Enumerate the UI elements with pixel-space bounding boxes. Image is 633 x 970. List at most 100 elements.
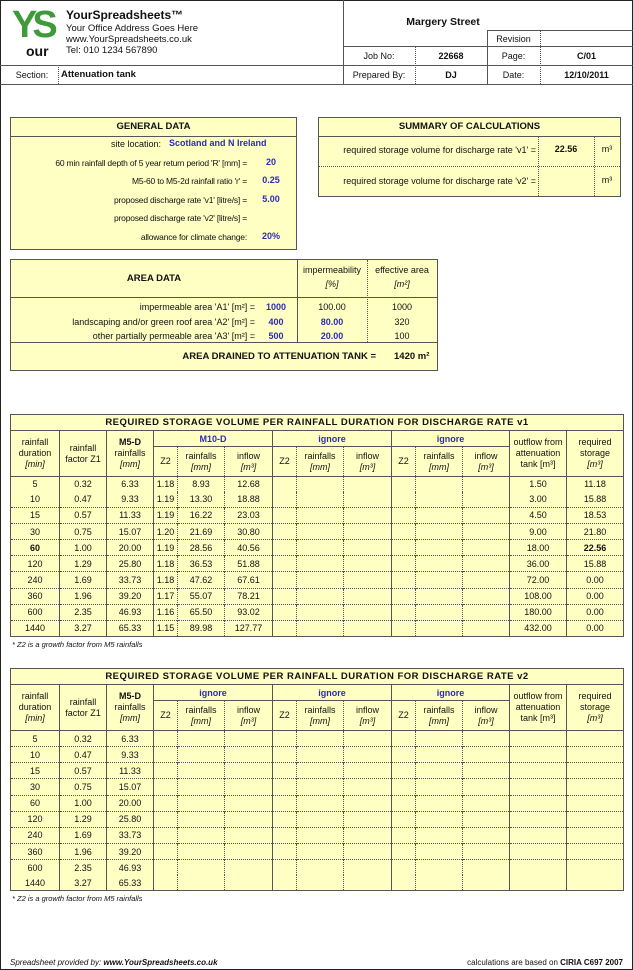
table-cell xyxy=(415,778,463,796)
header-text: outflow from xyxy=(513,691,563,701)
table-row: 5 0.32 6.33 1.18 8.93 12.68 1.50 11.18 xyxy=(11,476,624,492)
general-value[interactable]: 0.25 xyxy=(262,175,280,185)
section-value[interactable]: Attenuation tank xyxy=(61,69,136,80)
table-cell: 120 xyxy=(10,555,60,572)
table-cell xyxy=(272,810,297,828)
table-cell: 22.56 xyxy=(565,539,624,556)
table-cell xyxy=(462,778,510,796)
general-value[interactable]: 5.00 xyxy=(262,193,280,204)
table-cell: 0.57 xyxy=(59,506,107,524)
table-cell: 12.68 xyxy=(224,476,273,492)
area-value[interactable]: 400 xyxy=(268,316,284,327)
table-cell: 51.88 xyxy=(224,555,273,572)
header-text: [mm] xyxy=(310,461,330,472)
table-cell xyxy=(296,730,344,747)
table-cell: 15 xyxy=(10,506,60,524)
general-value[interactable]: Scotland and N Ireland xyxy=(169,138,267,148)
table-cell xyxy=(272,522,297,540)
header-text: rainfalls xyxy=(185,704,217,715)
table-cell: 1440 xyxy=(24,877,46,888)
date-value[interactable]: 12/10/2011 xyxy=(564,70,609,80)
table-cell xyxy=(415,810,463,828)
table-cell: 67.61 xyxy=(224,571,273,589)
table-cell: 11.33 xyxy=(106,506,154,524)
area-value[interactable]: 1000 xyxy=(265,302,287,312)
table-cell xyxy=(415,619,463,637)
divider xyxy=(540,30,541,84)
table-cell xyxy=(415,859,463,876)
table-cell: 1.17 xyxy=(153,587,178,605)
company-address: Your Office Address Goes Here xyxy=(66,23,199,34)
table-cell xyxy=(153,730,178,747)
table-cell: 0.75 xyxy=(59,522,107,540)
table-row: 240 1.69 33.73 xyxy=(10,826,624,844)
table-cell xyxy=(462,794,510,812)
table-cell xyxy=(462,555,510,572)
table-row: 1440 3.27 65.33 xyxy=(11,875,624,891)
prepared-by-value[interactable]: DJ xyxy=(445,70,457,80)
table-cell xyxy=(415,476,463,492)
general-label: M5-60 to M5-2d rainfall ratio 'r' = xyxy=(131,176,247,186)
outflow-header: outflow from attenuation tank [m³] xyxy=(509,430,567,477)
sub-header-row: Z2 rainfalls [mm] inflow [m³] Z2 rainfalls [mm]… xyxy=(11,700,624,731)
table-cell xyxy=(391,810,416,828)
group-header: M10-D xyxy=(153,430,273,447)
table-cell xyxy=(343,587,392,605)
table-cell xyxy=(177,826,225,844)
general-value[interactable]: 20% xyxy=(261,230,280,241)
page-value[interactable]: C/01 xyxy=(576,51,596,61)
table-cell xyxy=(509,778,567,796)
table-cell xyxy=(462,571,510,589)
table-cell: 1.19 xyxy=(153,539,178,556)
general-value[interactable]: 20 xyxy=(265,156,276,167)
footer-provided-label: Spreadsheet provided by: xyxy=(10,958,102,967)
table-cell: 60 xyxy=(10,794,60,812)
table-cell xyxy=(462,762,510,779)
company-website[interactable]: www.YourSpreadsheets.co.uk xyxy=(66,34,192,45)
table-cell xyxy=(509,810,567,828)
job-no-value[interactable]: 22668 xyxy=(438,51,464,61)
table-cell: 46.93 xyxy=(106,603,154,621)
storage-header: required storage [m³] xyxy=(565,430,624,477)
table-row: 10 0.47 9.33 xyxy=(10,746,624,763)
table-cell: 15.88 xyxy=(565,555,624,572)
table-cell: 36.00 xyxy=(509,555,567,572)
table-cell xyxy=(391,506,416,524)
area-value[interactable]: 500 xyxy=(268,331,284,341)
table-cell xyxy=(343,730,392,747)
table-cell xyxy=(565,859,624,876)
table-cell xyxy=(153,746,178,763)
outflow-header: outflow from attenuation tank [m³] xyxy=(509,684,567,731)
table-cell: 21.80 xyxy=(565,522,624,540)
table-cell: 0.47 xyxy=(59,491,107,508)
table-cell: 9.33 xyxy=(106,491,154,508)
table-cell xyxy=(177,762,225,779)
header-text: inflow xyxy=(355,450,379,461)
table-cell xyxy=(565,810,624,828)
table-cell xyxy=(343,826,392,844)
table-cell xyxy=(391,778,416,796)
table-cell: 36.53 xyxy=(177,555,225,572)
table-cell xyxy=(343,794,392,812)
table-cell: 3.00 xyxy=(509,491,567,508)
table-cell xyxy=(224,778,273,796)
table-cell xyxy=(462,619,510,637)
table-cell: 11.18 xyxy=(565,476,624,492)
header-text: rainfall xyxy=(21,691,49,701)
area-impermeability[interactable]: 20.00 xyxy=(320,331,344,341)
table-cell: 46.93 xyxy=(106,859,154,876)
table-cell xyxy=(296,603,344,621)
table-cell xyxy=(296,875,344,891)
header-text: [m³] xyxy=(240,461,257,472)
table-cell xyxy=(415,539,463,556)
table-cell xyxy=(462,746,510,763)
table-title: REQUIRED STORAGE VOLUME PER RAINFALL DUR… xyxy=(10,668,624,685)
table-row: 15 0.57 11.33 xyxy=(10,762,624,779)
table-cell xyxy=(391,587,416,605)
table-cell xyxy=(224,859,273,876)
table-cell: 15.88 xyxy=(565,491,624,508)
table-cell xyxy=(391,603,416,621)
z2-header: Z2 xyxy=(272,446,297,477)
footer-link[interactable]: www.YourSpreadsheets.co.uk xyxy=(103,958,218,967)
area-impermeability[interactable]: 80.00 xyxy=(320,316,344,327)
